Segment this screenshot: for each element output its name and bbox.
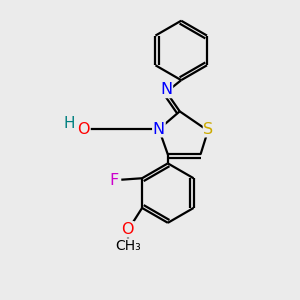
Text: O: O bbox=[122, 222, 134, 237]
Text: CH₃: CH₃ bbox=[115, 239, 141, 253]
Text: S: S bbox=[203, 122, 214, 137]
Text: H: H bbox=[63, 116, 75, 131]
Text: O: O bbox=[77, 122, 90, 137]
Text: N: N bbox=[153, 122, 165, 137]
Text: F: F bbox=[109, 173, 119, 188]
Text: N: N bbox=[160, 82, 172, 98]
